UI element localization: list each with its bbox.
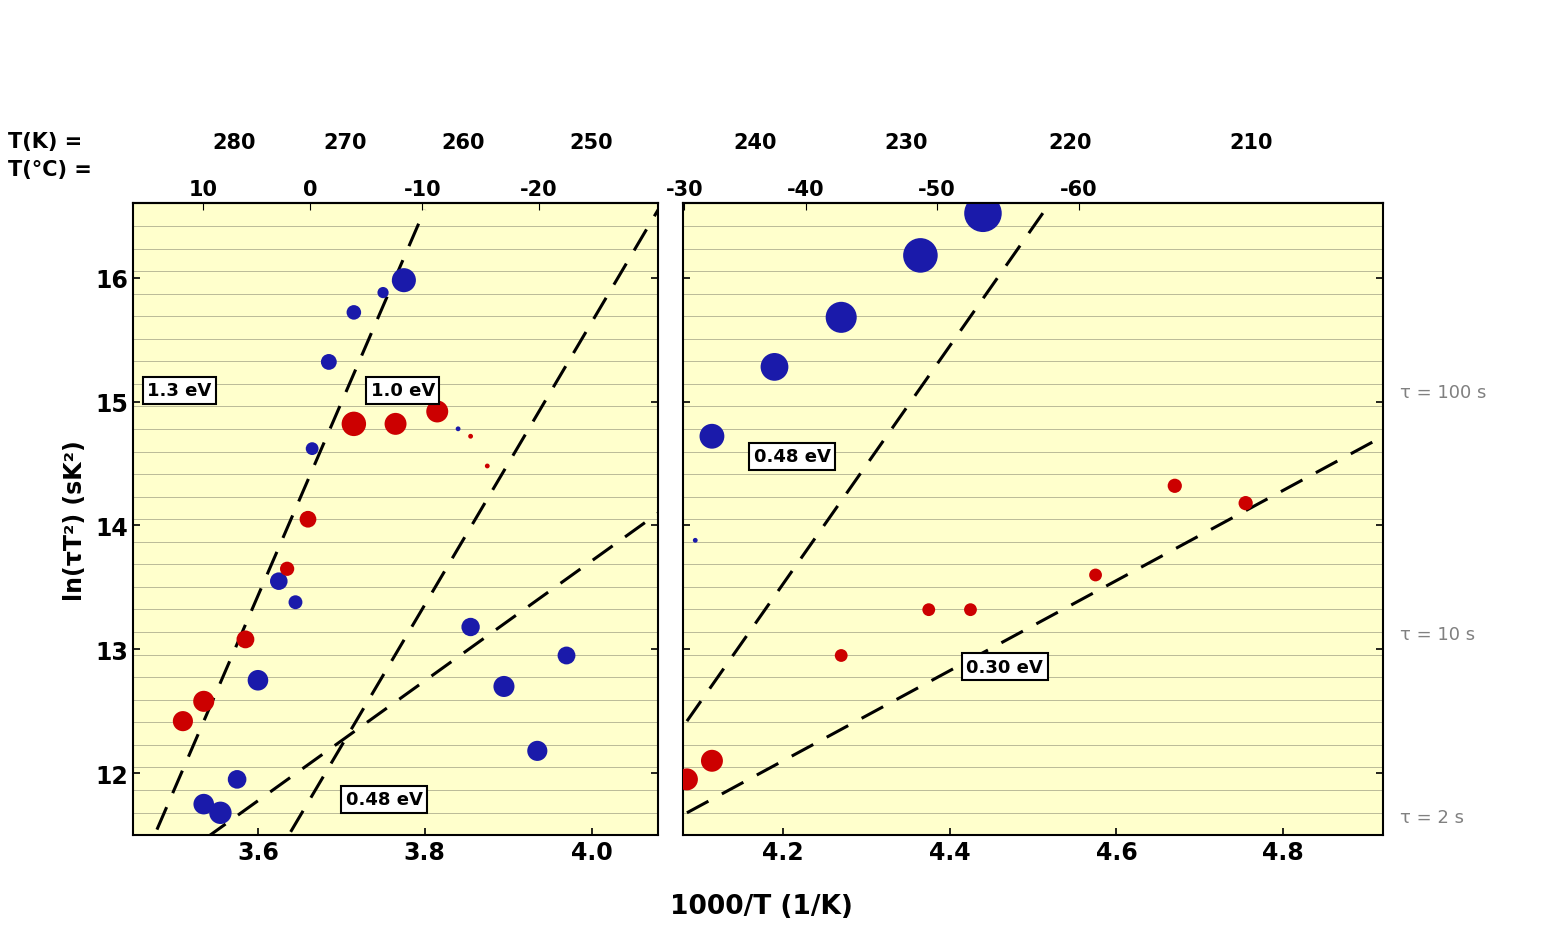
Point xyxy=(208,806,233,820)
Point xyxy=(283,595,308,610)
Point xyxy=(491,679,516,694)
Point xyxy=(458,620,483,635)
Point xyxy=(699,754,724,768)
Point xyxy=(425,405,450,419)
Text: 0.30 eV: 0.30 eV xyxy=(966,658,1043,676)
Text: 240: 240 xyxy=(733,133,777,153)
Text: 1.3 eV: 1.3 eV xyxy=(147,382,211,400)
Point xyxy=(699,430,724,445)
Point xyxy=(525,743,550,758)
Point xyxy=(475,459,500,474)
Point xyxy=(458,430,483,445)
Point xyxy=(295,512,320,527)
Point xyxy=(674,772,699,787)
Point xyxy=(445,422,470,437)
Point xyxy=(763,360,788,375)
Y-axis label: ln(τT²) (sK²): ln(τT²) (sK²) xyxy=(63,439,88,600)
Text: τ = 2 s: τ = 2 s xyxy=(1400,807,1465,826)
Text: 0.48 eV: 0.48 eV xyxy=(345,791,422,808)
Point xyxy=(341,417,366,432)
Point xyxy=(370,286,395,301)
Point xyxy=(958,602,983,617)
Point xyxy=(908,249,933,264)
Text: 230: 230 xyxy=(885,133,928,153)
Text: 270: 270 xyxy=(324,133,366,153)
Text: T(°C) =: T(°C) = xyxy=(8,160,92,180)
Text: 250: 250 xyxy=(569,133,613,153)
Point xyxy=(916,602,941,617)
Text: 1.0 eV: 1.0 eV xyxy=(370,382,435,400)
Point xyxy=(266,574,291,589)
Point xyxy=(971,207,996,222)
Point xyxy=(341,305,366,320)
Point xyxy=(191,694,216,709)
Point xyxy=(683,534,708,548)
Point xyxy=(233,632,258,647)
Point xyxy=(275,561,300,576)
Point xyxy=(191,797,216,812)
Point xyxy=(553,649,578,664)
Point xyxy=(300,442,325,457)
Point xyxy=(316,355,341,370)
Text: 0.48 eV: 0.48 eV xyxy=(753,447,830,466)
Text: 220: 220 xyxy=(1049,133,1093,153)
Point xyxy=(391,274,416,289)
Point xyxy=(1083,568,1108,583)
Text: T(K) =: T(K) = xyxy=(8,132,83,152)
Point xyxy=(245,673,270,688)
Point xyxy=(1163,479,1188,494)
Point xyxy=(170,714,195,728)
Point xyxy=(383,417,408,432)
Text: τ = 100 s: τ = 100 s xyxy=(1400,383,1486,401)
Point xyxy=(828,311,853,326)
Text: 260: 260 xyxy=(441,133,485,153)
Text: τ = 10 s: τ = 10 s xyxy=(1400,625,1475,644)
Text: 280: 280 xyxy=(213,133,255,153)
Point xyxy=(828,649,853,664)
Point xyxy=(1233,496,1258,511)
Text: 1000/T (1/K): 1000/T (1/K) xyxy=(669,893,853,919)
Text: 210: 210 xyxy=(1230,133,1274,153)
Point xyxy=(225,772,250,787)
